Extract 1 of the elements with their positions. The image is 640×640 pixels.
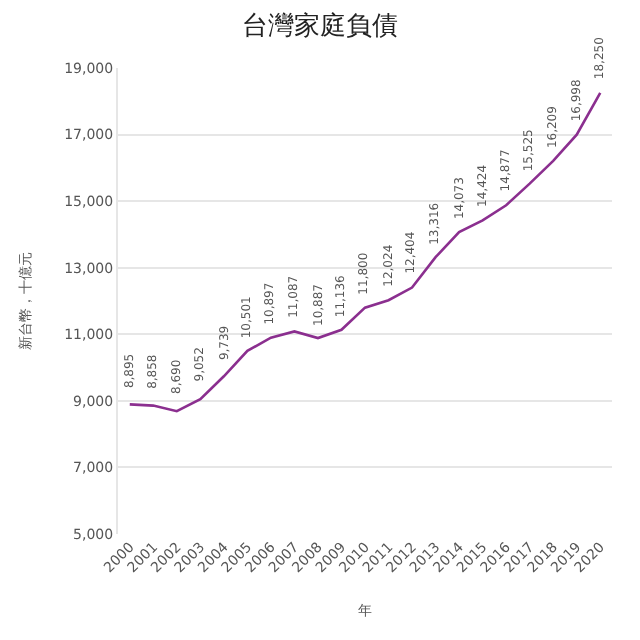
chart-title: 台灣家庭負債 <box>242 10 398 43</box>
